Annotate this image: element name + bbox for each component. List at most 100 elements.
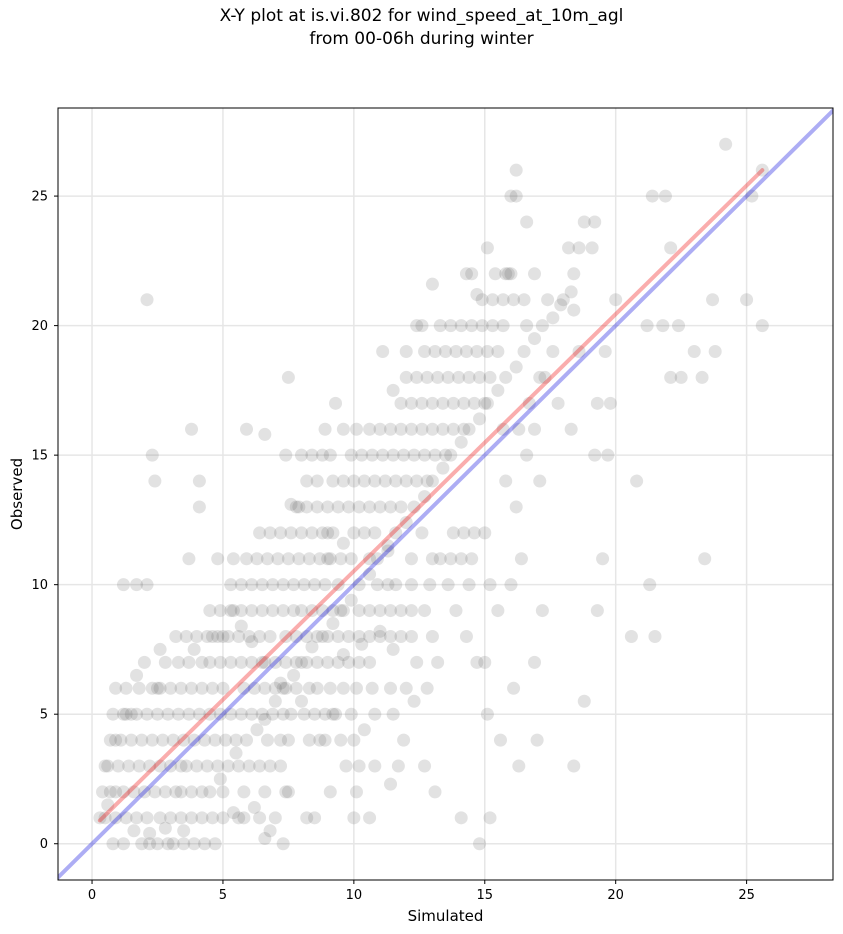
data-point — [357, 723, 371, 737]
data-point — [496, 319, 510, 333]
data-point — [195, 655, 209, 669]
data-point — [255, 578, 269, 592]
data-point — [470, 288, 484, 302]
data-point — [436, 396, 450, 410]
data-point — [486, 319, 500, 333]
data-point — [182, 552, 196, 566]
data-point — [407, 500, 421, 514]
data-point — [242, 629, 256, 643]
chart-title-line-1: X-Y plot at is.vi.802 for wind_speed_at_… — [219, 6, 624, 26]
data-point — [567, 267, 581, 281]
data-point — [336, 604, 350, 618]
data-point — [397, 733, 411, 747]
data-point — [501, 267, 515, 281]
data-point — [585, 241, 599, 255]
data-point — [226, 552, 240, 566]
data-point — [384, 681, 398, 695]
data-point — [281, 785, 295, 799]
data-point — [302, 681, 316, 695]
data-point — [483, 370, 497, 384]
data-point — [386, 642, 400, 656]
data-point — [310, 474, 324, 488]
data-point — [145, 681, 159, 695]
data-point — [436, 461, 450, 475]
data-point — [459, 629, 473, 643]
data-point — [255, 604, 269, 618]
data-point — [148, 785, 162, 799]
data-point — [279, 681, 293, 695]
data-point — [425, 629, 439, 643]
data-point — [454, 435, 468, 449]
x-tick-label: 5 — [219, 888, 227, 903]
data-point — [428, 345, 442, 359]
data-point — [315, 526, 329, 540]
data-point — [245, 707, 259, 721]
data-point — [425, 422, 439, 436]
data-point — [263, 629, 277, 643]
data-point — [546, 345, 560, 359]
data-point — [342, 655, 356, 669]
data-point — [226, 604, 240, 618]
data-point — [195, 811, 209, 825]
data-point — [473, 412, 487, 426]
data-point — [522, 396, 536, 410]
data-point — [512, 759, 526, 773]
data-point — [132, 759, 146, 773]
data-point — [287, 668, 301, 682]
data-point — [572, 241, 586, 255]
data-point — [357, 526, 371, 540]
data-point — [517, 293, 531, 307]
data-point — [344, 448, 358, 462]
data-point — [195, 785, 209, 799]
data-point — [483, 578, 497, 592]
data-point — [216, 785, 230, 799]
data-point — [258, 681, 272, 695]
data-point — [150, 837, 164, 851]
data-point — [687, 345, 701, 359]
data-point — [274, 676, 288, 690]
data-point — [300, 811, 314, 825]
data-point — [394, 396, 408, 410]
data-point — [603, 396, 617, 410]
data-point — [268, 694, 282, 708]
data-point — [318, 733, 332, 747]
data-point — [211, 759, 225, 773]
data-point — [135, 733, 149, 747]
data-point — [334, 552, 348, 566]
data-point — [349, 785, 363, 799]
data-point — [237, 785, 251, 799]
x-tick-label: 25 — [738, 888, 755, 903]
data-point — [520, 215, 534, 229]
data-point — [467, 526, 481, 540]
data-point — [216, 811, 230, 825]
data-point — [166, 733, 180, 747]
data-point — [171, 707, 185, 721]
data-point — [240, 552, 254, 566]
data-point — [169, 629, 183, 643]
data-point — [336, 422, 350, 436]
data-point — [336, 681, 350, 695]
data-point — [205, 811, 219, 825]
data-point — [279, 655, 293, 669]
data-point — [444, 319, 458, 333]
data-point — [192, 707, 206, 721]
data-point — [439, 448, 452, 462]
data-point — [397, 448, 411, 462]
data-point — [596, 552, 610, 566]
data-point — [226, 806, 240, 820]
data-point — [347, 526, 361, 540]
data-point — [470, 345, 484, 359]
data-point — [420, 681, 434, 695]
data-point — [318, 707, 332, 721]
points-layer — [93, 137, 769, 851]
data-point — [294, 604, 308, 618]
data-point — [182, 655, 196, 669]
data-point — [465, 319, 479, 333]
data-point — [187, 733, 201, 747]
chart-title-line-2: from 00-06h during winter — [309, 29, 534, 49]
data-point — [535, 319, 549, 333]
data-point — [695, 370, 709, 384]
data-point — [467, 396, 481, 410]
data-point — [242, 759, 256, 773]
plot-frame — [57, 107, 834, 881]
